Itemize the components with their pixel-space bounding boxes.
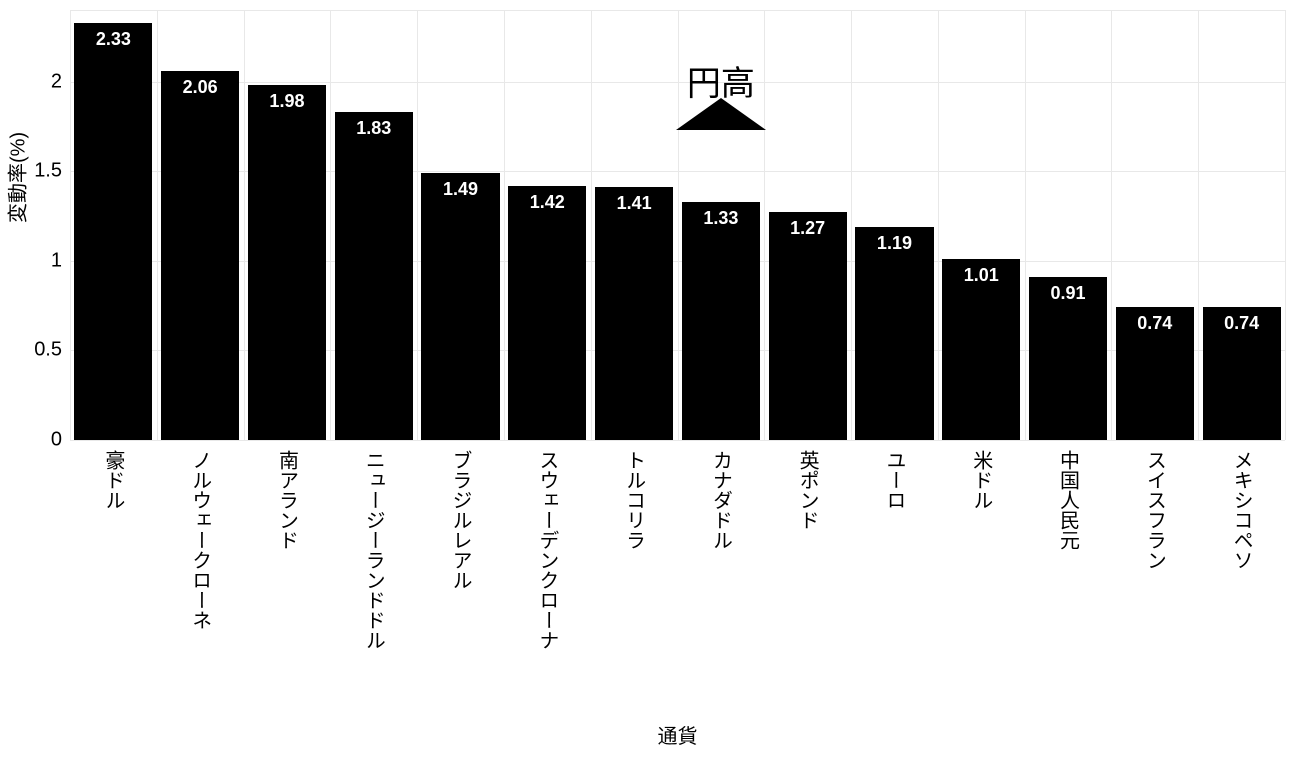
grid-line-vertical	[1285, 10, 1286, 440]
grid-line-horizontal	[70, 440, 1285, 441]
grid-line-vertical	[244, 10, 245, 440]
x-tick-label: カナダドル	[706, 450, 735, 550]
grid-line-vertical	[1025, 10, 1026, 440]
bar-value-label: 1.27	[790, 218, 825, 239]
bar-value-label: 1.83	[356, 118, 391, 139]
bar	[595, 187, 673, 440]
bar	[769, 212, 847, 440]
plot-area	[70, 10, 1285, 440]
grid-line-vertical	[678, 10, 679, 440]
x-tick-label: 米ドル	[967, 450, 996, 510]
bar-value-label: 0.91	[1051, 283, 1086, 304]
bar	[74, 23, 152, 440]
y-tick-label: 0.5	[34, 339, 62, 362]
bar	[855, 227, 933, 440]
bar	[248, 85, 326, 440]
x-tick-label: 豪ドル	[99, 450, 128, 510]
grid-line-vertical	[1111, 10, 1112, 440]
bar	[161, 71, 239, 440]
x-tick-label: 英ポンド	[793, 450, 822, 530]
bar-value-label: 2.33	[96, 29, 131, 50]
x-tick-label: 南アランド	[272, 450, 301, 550]
bar-value-label: 1.98	[269, 91, 304, 112]
y-tick-label: 1	[51, 249, 62, 272]
bar-value-label: 1.01	[964, 265, 999, 286]
currency-change-bar-chart: 0 0.5 1 1.5 2 変動率(%) 2.33 豪ドル 2.06 ノルウェークローネ 1.98 南…	[0, 0, 1297, 760]
grid-line-vertical	[764, 10, 765, 440]
triangle-up-icon	[676, 98, 766, 130]
bar	[682, 202, 760, 440]
grid-line-vertical	[504, 10, 505, 440]
bar-value-label: 1.41	[617, 193, 652, 214]
grid-line-vertical	[417, 10, 418, 440]
grid-line-vertical	[591, 10, 592, 440]
bar	[335, 112, 413, 440]
grid-line-vertical	[330, 10, 331, 440]
y-tick-label: 0	[51, 429, 62, 452]
bar-value-label: 0.74	[1224, 313, 1259, 334]
bar	[942, 259, 1020, 440]
x-tick-label: メキシコペソ	[1227, 450, 1256, 570]
bar-value-label: 0.74	[1137, 313, 1172, 334]
x-tick-label: ノルウェークローネ	[186, 450, 215, 630]
bar-value-label: 1.42	[530, 192, 565, 213]
grid-line-vertical	[1198, 10, 1199, 440]
grid-line-vertical	[851, 10, 852, 440]
x-tick-label: トルコリラ	[620, 450, 649, 550]
x-tick-label: ブラジルレアル	[446, 450, 475, 590]
y-tick-label: 2	[51, 70, 62, 93]
x-tick-label: ニュージーランドドル	[359, 450, 388, 650]
grid-line-vertical	[157, 10, 158, 440]
x-axis-title: 通貨	[658, 720, 698, 749]
bar-value-label: 1.19	[877, 233, 912, 254]
x-tick-label: 中国人民元	[1054, 450, 1083, 550]
bar-value-label: 1.33	[703, 208, 738, 229]
x-tick-label: スウェーデンクローナ	[533, 450, 562, 650]
bar	[508, 186, 586, 440]
grid-line-vertical	[938, 10, 939, 440]
bar-value-label: 1.49	[443, 179, 478, 200]
bar	[421, 173, 499, 440]
bar-value-label: 2.06	[183, 77, 218, 98]
y-axis-title: 変動率(%)	[2, 203, 31, 223]
x-tick-label: スイスフラン	[1140, 450, 1169, 570]
grid-line-vertical	[70, 10, 71, 440]
x-tick-label: ユーロ	[880, 450, 909, 510]
y-tick-label: 1.5	[34, 160, 62, 183]
